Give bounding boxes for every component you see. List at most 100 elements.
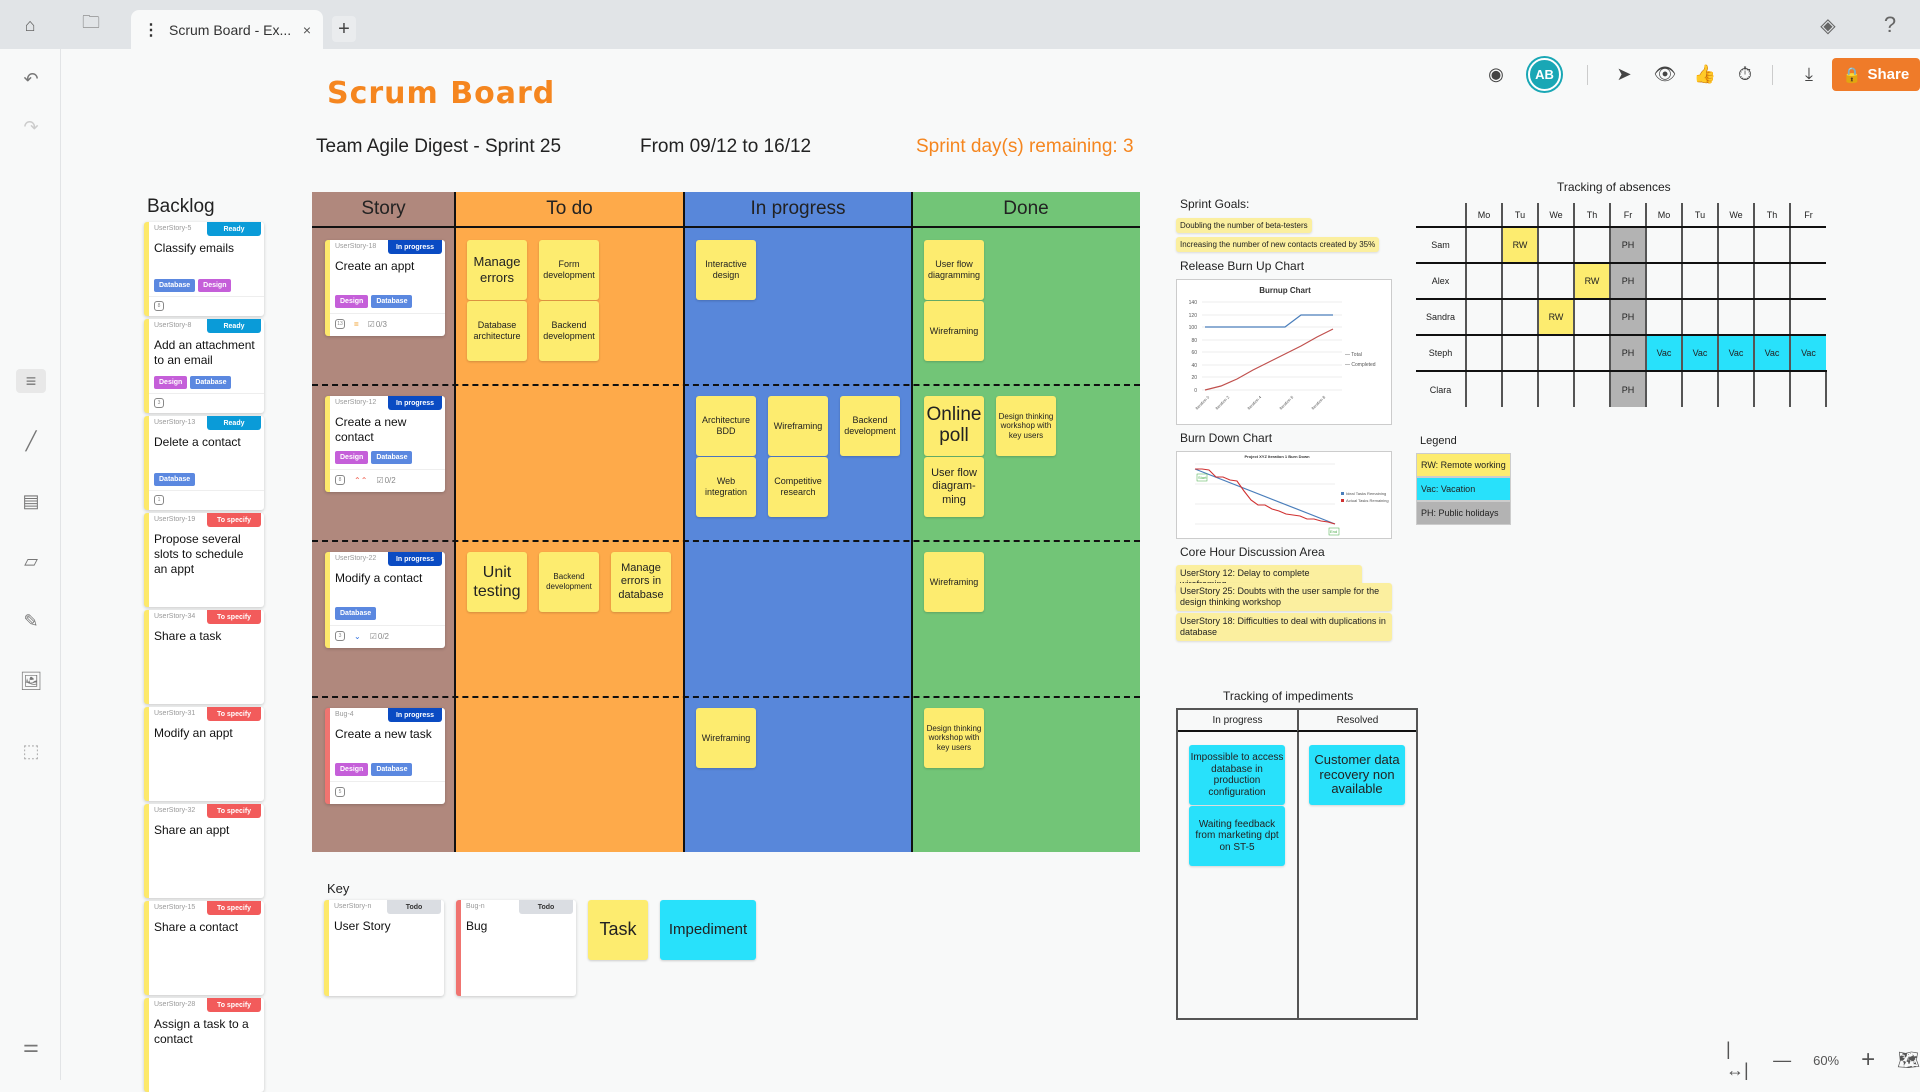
story-card[interactable]: UserStory-18 In progress Create an appt … (325, 240, 445, 336)
avatar[interactable]: AB (1528, 58, 1561, 91)
story-points-icon: 3 (154, 398, 164, 408)
zoom-level[interactable]: 60% (1813, 1052, 1840, 1068)
burndown-chart[interactable]: Project XYZ Iteration 1 Burn Down Start … (1176, 451, 1392, 539)
task-sticky[interactable]: Interactive design (696, 240, 756, 300)
vote-thumbs-up-icon[interactable]: 👍 (1693, 63, 1717, 84)
backlog-card[interactable]: UserStory-19 To specify Propose several … (144, 513, 264, 607)
svg-text:60: 60 (1191, 350, 1197, 356)
sprint-goal-note[interactable]: Increasing the number of new contacts cr… (1176, 237, 1380, 252)
sticky-note-icon[interactable]: ▱ (24, 550, 38, 571)
zoom-controls: |↔| — 60% + 🗺 (1710, 1039, 1920, 1080)
task-sticky[interactable]: Design thinking workshop with key users (996, 396, 1056, 456)
burnup-chart[interactable]: Burnup Chart 140 120 100 80 60 40 20 0 — Total —… (1176, 279, 1392, 425)
task-sticky[interactable]: Wireframing (768, 396, 828, 456)
status-badge: In progress (388, 708, 442, 722)
zoom-out-button[interactable]: — (1773, 1049, 1792, 1070)
close-tab-icon[interactable]: × (302, 22, 311, 38)
share-label: Share (1867, 66, 1910, 83)
impediment-sticky[interactable]: Customer data recovery non available (1309, 745, 1405, 805)
svg-text:Iteration 2: Iteration 2 (1214, 394, 1231, 411)
share-button[interactable]: 🔒 Share (1832, 58, 1920, 91)
impediment-sticky[interactable]: Impossible to access database in product… (1189, 745, 1285, 805)
folder-icon[interactable]: 🗀 (82, 12, 100, 32)
backlog-card[interactable]: UserStory-32 To specify Share an appt (144, 804, 264, 898)
absences-table: Mo Tu We Th Fr Mo Tu We Th Fr Sam RW PH Alex RW PH Sa… (1416, 203, 1827, 407)
svg-text:Actual Tasks Remaining: Actual Tasks Remaining (1346, 498, 1389, 503)
task-sticky[interactable]: Competitive research (768, 457, 828, 517)
task-sticky[interactable]: Unit testing (467, 552, 527, 612)
tab-menu-icon[interactable]: ⋮ (143, 22, 159, 39)
task-sticky[interactable]: Design thinking workshop with key users (924, 708, 984, 768)
task-sticky[interactable]: User flow diagramming (924, 240, 984, 300)
pen-icon[interactable]: ✎ (23, 610, 39, 631)
tag-database: Database (371, 295, 413, 308)
task-sticky[interactable]: Backend development (539, 552, 599, 612)
bug-card[interactable]: Bug-4 In progress Create a new task Desi… (325, 708, 445, 804)
new-tab-button[interactable]: + (332, 16, 356, 42)
hide-view-icon[interactable]: 👁 (1653, 63, 1677, 84)
task-sticky[interactable]: User flow diagram-ming (924, 457, 984, 517)
frame-icon[interactable]: ⬚ (22, 740, 40, 761)
svg-text:Iteration 6: Iteration 6 (1278, 394, 1295, 411)
task-sticky[interactable]: Online poll (924, 396, 984, 456)
task-sticky[interactable]: Web integration (696, 457, 756, 517)
status-badge: Todo (387, 900, 441, 914)
map-icon[interactable]: 🗺 (1897, 1049, 1920, 1070)
fit-width-icon[interactable]: |↔| (1726, 1039, 1749, 1080)
task-sticky[interactable]: Manage errors in database (611, 552, 671, 612)
backlog-card[interactable]: UserStory-15 To specify Share a contact (144, 901, 264, 995)
task-sticky[interactable]: Architecture BDD (696, 396, 756, 456)
svg-text:Ideal Tasks Remaining: Ideal Tasks Remaining (1346, 491, 1386, 496)
task-sticky[interactable]: Backend development (840, 396, 900, 456)
status-badge: Ready (207, 222, 261, 236)
svg-text:End: End (1330, 529, 1337, 534)
backlog-card[interactable]: UserStory-31 To specify Modify an appt (144, 707, 264, 801)
help-icon[interactable]: ? (1883, 12, 1897, 37)
left-toolbar: ↶ ↷ ≡ ╱ ▤ ▱ ✎ 🖼 ⬚ ⚌ (0, 49, 61, 1080)
plugin-diamond-icon[interactable]: ◈ (1820, 14, 1836, 37)
home-icon[interactable]: ⌂ (24, 14, 36, 35)
impediment-sticky[interactable]: Waiting feedback from marketing dpt on S… (1189, 806, 1285, 866)
legend-public-holidays: PH: Public holidays (1416, 501, 1511, 525)
template-icon[interactable]: ▤ (22, 490, 40, 511)
cursor-icon[interactable]: ➤ (1616, 63, 1632, 84)
task-sticky[interactable]: Database architecture (467, 301, 527, 361)
story-card[interactable]: UserStory-22 In progress Modify a contac… (325, 552, 445, 648)
zoom-in-button[interactable]: + (1861, 1046, 1876, 1073)
timer-icon[interactable]: ⏱ (1737, 63, 1753, 84)
tag-design: Design (154, 376, 188, 389)
image-icon[interactable]: 🖼 (19, 670, 43, 691)
focus-view-icon[interactable]: ◉ (1488, 63, 1504, 84)
status-badge: To specify (207, 901, 261, 915)
task-sticky[interactable]: Wireframing (696, 708, 756, 768)
download-icon[interactable]: ⤓ (1805, 63, 1813, 84)
backlog-list: UserStory-5 Ready Classify emails Databa… (144, 222, 264, 1092)
backlog-card[interactable]: UserStory-13 Ready Delete a contact Data… (144, 416, 264, 510)
svg-text:100: 100 (1189, 325, 1198, 331)
text-icon[interactable]: ≡ (16, 369, 46, 393)
tab-scrum-board[interactable]: ⋮ Scrum Board - Ex... × (131, 10, 323, 50)
task-sticky[interactable]: Backend development (539, 301, 599, 361)
task-sticky[interactable]: Wireframing (924, 552, 984, 612)
task-sticky[interactable]: Manage errors (467, 240, 527, 300)
line-icon[interactable]: ╱ (25, 430, 37, 451)
redo-icon[interactable]: ↷ (23, 116, 39, 137)
svg-text:140: 140 (1189, 300, 1198, 306)
discussion-note[interactable]: UserStory 18: Difficulties to deal with … (1176, 613, 1392, 641)
status-badge: In progress (388, 552, 442, 566)
backlog-card[interactable]: UserStory-34 To specify Share a task (144, 610, 264, 704)
discussion-note[interactable]: UserStory 25: Doubts with the user sampl… (1176, 583, 1392, 611)
backlog-card[interactable]: UserStory-28 To specify Assign a task to… (144, 998, 264, 1092)
status-badge: In progress (388, 240, 442, 254)
settings-sliders-icon[interactable]: ⚌ (22, 1035, 40, 1056)
sprint-goal-note[interactable]: Doubling the number of beta-testers (1176, 218, 1312, 233)
task-sticky[interactable]: Wireframing (924, 301, 984, 361)
page-title: Scrum Board (327, 76, 556, 111)
column-header: Done (912, 192, 1140, 228)
backlog-card[interactable]: UserStory-5 Ready Classify emails Databa… (144, 222, 264, 316)
undo-icon[interactable]: ↶ (23, 68, 39, 89)
tag-design: Design (335, 763, 369, 776)
task-sticky[interactable]: Form development (539, 240, 599, 300)
backlog-card[interactable]: UserStory-8 Ready Add an attachment to a… (144, 319, 264, 413)
story-card[interactable]: UserStory-12 In progress Create a new co… (325, 396, 445, 492)
